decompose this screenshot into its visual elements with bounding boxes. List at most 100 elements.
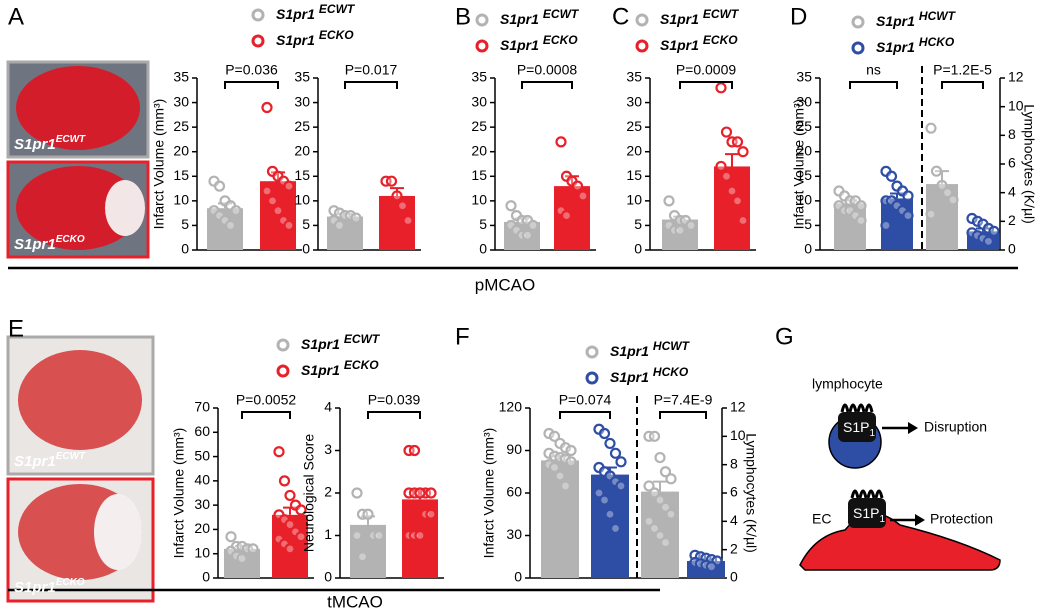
data-point [548, 461, 561, 474]
y-tick-label: 30 [294, 93, 310, 109]
data-point [598, 494, 611, 506]
y-tick-label: 35 [173, 69, 189, 85]
data-point [659, 466, 672, 478]
data-point [236, 552, 248, 565]
data-point [565, 444, 577, 457]
diagram-g: lymphocyte Disruption EC Protection S1P1… [799, 376, 1001, 571]
data-point [982, 222, 995, 235]
y2-tick-label: 6 [730, 484, 738, 500]
data-point [604, 508, 616, 520]
data-point [648, 522, 661, 535]
data-point [225, 531, 237, 543]
y2-tick-label: 10 [1008, 97, 1024, 113]
data-point [543, 459, 555, 471]
legend-marker [251, 34, 265, 48]
legend-sup: ECWT [703, 7, 740, 21]
y2-tick-label: 4 [1008, 183, 1016, 199]
bar [591, 474, 629, 578]
diagram-label: Protection [930, 511, 993, 527]
y-axis-label: Neurological Score [301, 434, 317, 552]
y-tick-label: 5 [302, 216, 310, 232]
data-point [527, 219, 539, 232]
data-point [261, 101, 273, 114]
y-tick-label: 90 [506, 441, 522, 457]
brain [16, 166, 140, 250]
image-name: S1pr1 [14, 453, 56, 470]
image-sup: ECWT [56, 451, 86, 462]
error-bar [725, 153, 739, 167]
y-tick-label: 20 [471, 142, 487, 158]
data-point [726, 185, 738, 197]
data-point [593, 487, 605, 499]
data-point [648, 487, 661, 499]
data-point [351, 529, 363, 542]
y-tick-label: 5 [181, 216, 189, 232]
image-label: S1pr1ECWT [14, 134, 86, 153]
panel-label: G [775, 323, 794, 350]
y2-tick-label: 12 [730, 399, 746, 415]
data-point [598, 427, 611, 440]
y-tick-label: 30 [173, 93, 189, 109]
data-point [247, 543, 259, 555]
image-name: S1pr1 [14, 236, 56, 253]
y2-tick-label: 0 [1008, 241, 1016, 257]
image-sup: ECKO [56, 577, 85, 588]
data-point [971, 215, 984, 227]
y-tick-label: 0 [302, 241, 310, 257]
data-point [720, 170, 733, 182]
data-point [674, 224, 686, 236]
y-tick-label: 3 [324, 441, 332, 457]
data-point [284, 489, 296, 502]
y-tick-label: 4 [324, 399, 332, 415]
panel-label: C [612, 3, 629, 30]
data-point [350, 212, 362, 224]
data-point [615, 480, 627, 492]
y-tick-label: 60 [506, 484, 522, 500]
data-point [663, 195, 675, 207]
legend-sup: ECKO [543, 33, 578, 47]
legend-sup: ECWT [543, 7, 580, 21]
significance-label: P=0.0008 [517, 62, 578, 78]
y-tick-label: 0 [202, 569, 210, 585]
ec-cell [799, 512, 1001, 571]
data-point [213, 180, 226, 192]
y-tick-label: 10 [173, 192, 189, 208]
y-tick-label: 2 [324, 484, 332, 500]
y-tick-label: 5 [804, 216, 812, 232]
data-point [902, 190, 914, 202]
y-axis-label: Infarct Volume (mm³) [791, 99, 807, 230]
legend-sup: ECWT [319, 2, 356, 16]
receptor-text: S1P [853, 505, 879, 521]
legend-entry: S1pr1 ECKO [301, 358, 379, 378]
data-point [295, 531, 307, 543]
y-tick-label: 30 [194, 496, 210, 512]
arrow-head [908, 422, 918, 434]
data-point [230, 550, 243, 562]
receptor-sub: 1 [869, 428, 875, 439]
y-tick-label: 20 [626, 142, 642, 158]
legend-sup: HCWT [653, 339, 691, 353]
data-point [425, 487, 437, 499]
data-point [659, 536, 672, 549]
data-point [236, 540, 248, 553]
y-tick-label: 15 [173, 167, 189, 183]
legend-marker [851, 41, 865, 55]
data-point [665, 473, 677, 485]
infarct [94, 494, 142, 570]
y-tick-label: 25 [173, 118, 189, 134]
data-point [273, 446, 285, 458]
data-point [283, 180, 295, 192]
data-point [391, 190, 403, 202]
panel-label: E [8, 315, 24, 342]
image-name: S1pr1 [14, 136, 56, 153]
data-point [272, 205, 284, 217]
data-point [362, 508, 374, 520]
significance-label: P=0.074 [559, 392, 612, 408]
y-tick-label: 15 [796, 167, 812, 183]
legend-entry: S1pr1 HCKO [876, 35, 955, 55]
error-bar [283, 506, 297, 515]
diagram-label: Disruption [924, 419, 987, 435]
data-point [659, 501, 672, 513]
receptor-label: S1P1 [843, 419, 875, 439]
y-tick-label: 120 [499, 399, 523, 415]
